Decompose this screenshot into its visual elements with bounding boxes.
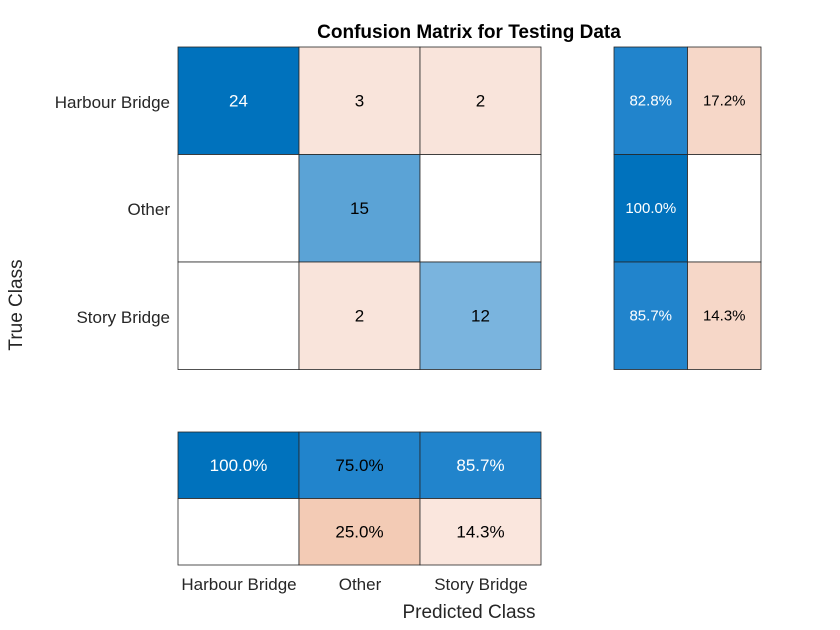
col-summary-other-incorrect (298, 498, 421, 566)
col-summary-other-incorrect-value: 25.0% (335, 522, 383, 541)
column-summary-grid: 100.0% 75.0% 85.7% 25.0% 14.3% (177, 431, 542, 566)
col-summary-other-correct (298, 431, 421, 499)
chart-title: Confusion Matrix for Testing Data (317, 22, 621, 43)
row-summary-story-bridge-incorrect-value: 14.3% (703, 307, 746, 324)
col-summary-harbour-bridge-incorrect (177, 498, 300, 566)
cell-story-bridge-story-bridge-value: 12 (471, 306, 490, 325)
row-summary-harbour-bridge-incorrect (687, 46, 762, 155)
row-summary-grid: 82.8% 17.2% 100.0% 85.7% 14.3% (613, 46, 762, 370)
y-axis-label: True Class (6, 259, 27, 350)
cell-story-bridge-harbour-bridge (177, 261, 300, 370)
col-label-story-bridge: Story Bridge (434, 575, 528, 594)
cell-story-bridge-story-bridge (419, 261, 542, 370)
col-label-harbour-bridge: Harbour Bridge (181, 575, 296, 594)
cell-other-harbour-bridge (177, 154, 300, 263)
row-summary-story-bridge-incorrect (687, 261, 762, 370)
x-axis-label: Predicted Class (402, 602, 535, 623)
cell-harbour-bridge-story-bridge (419, 46, 542, 155)
row-summary-other-correct-value: 100.0% (625, 200, 676, 217)
cell-harbour-bridge-other-value: 3 (355, 91, 364, 110)
cell-harbour-bridge-story-bridge-value: 2 (476, 91, 485, 110)
cell-story-bridge-other (298, 261, 421, 370)
cell-other-other (298, 154, 421, 263)
col-summary-story-bridge-incorrect (419, 498, 542, 566)
col-summary-story-bridge-incorrect-value: 14.3% (456, 522, 504, 541)
col-summary-harbour-bridge-correct-value: 100.0% (210, 456, 268, 475)
col-summary-story-bridge-correct-value: 85.7% (456, 456, 504, 475)
row-summary-story-bridge-correct (613, 261, 688, 370)
cell-harbour-bridge-other (298, 46, 421, 155)
cell-harbour-bridge-harbour-bridge-value: 24 (229, 91, 248, 110)
col-summary-harbour-bridge-correct (177, 431, 300, 499)
row-label-harbour-bridge: Harbour Bridge (55, 93, 170, 112)
row-summary-harbour-bridge-correct-value: 82.8% (629, 92, 672, 109)
row-label-other: Other (127, 200, 170, 219)
col-label-other: Other (339, 575, 382, 594)
row-summary-story-bridge-correct-value: 85.7% (629, 307, 672, 324)
col-summary-story-bridge-correct (419, 431, 542, 499)
row-summary-harbour-bridge-incorrect-value: 17.2% (703, 92, 746, 109)
cell-other-other-value: 15 (350, 199, 369, 218)
cell-harbour-bridge-harbour-bridge (177, 46, 300, 155)
cell-other-story-bridge (419, 154, 542, 263)
cell-story-bridge-other-value: 2 (355, 306, 364, 325)
row-summary-other-incorrect (687, 154, 762, 263)
col-summary-other-correct-value: 75.0% (335, 456, 383, 475)
row-label-story-bridge: Story Bridge (76, 308, 170, 327)
confusion-matrix-grid: 24 3 2 15 2 12 (177, 46, 542, 370)
